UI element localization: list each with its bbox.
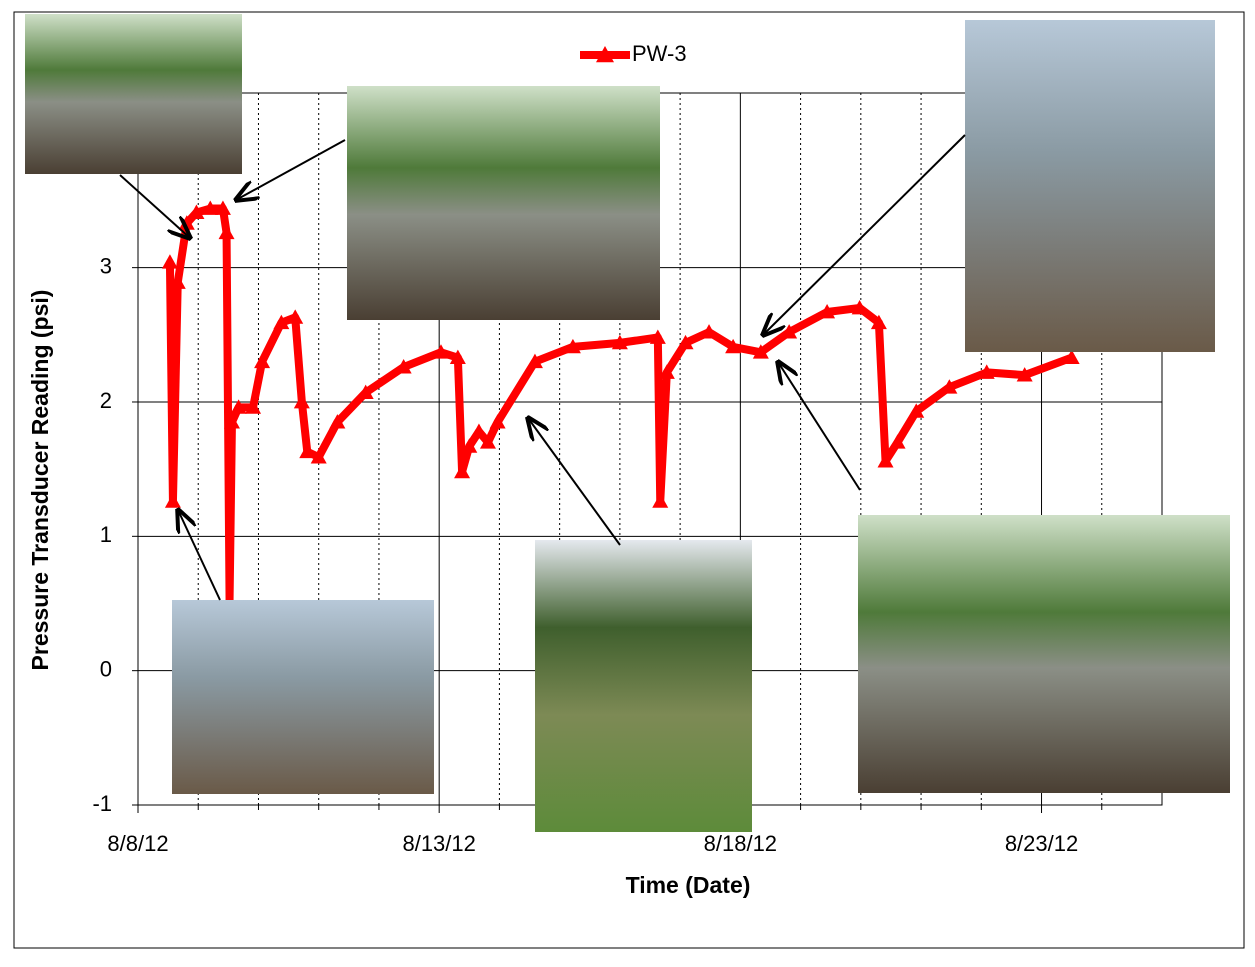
data-point xyxy=(169,274,186,289)
photo xyxy=(965,20,1215,352)
data-point xyxy=(652,493,669,508)
arrow xyxy=(178,510,221,601)
data-point xyxy=(461,438,478,453)
data-point xyxy=(870,314,887,330)
data-point xyxy=(725,338,742,354)
legend-marker xyxy=(596,46,614,63)
photos xyxy=(25,14,1230,832)
data-point xyxy=(395,359,412,374)
data-point xyxy=(851,299,868,315)
data-point xyxy=(188,204,205,219)
data-point xyxy=(454,463,471,479)
y-axis-title: Pressure Transducer Reading (psi) xyxy=(27,290,53,671)
data-point xyxy=(677,334,694,350)
data-point xyxy=(449,349,466,365)
legend: PW-3 xyxy=(580,41,687,66)
data-point xyxy=(470,423,487,438)
data-point xyxy=(310,449,327,464)
y-tick-label: -1 xyxy=(92,791,112,816)
data-point xyxy=(164,493,181,508)
data-point xyxy=(299,443,316,459)
photo xyxy=(25,14,242,174)
arrow xyxy=(778,362,861,491)
data-point xyxy=(479,434,496,449)
y-tick-label: 2 xyxy=(100,388,112,413)
data-point xyxy=(1063,349,1080,365)
photo xyxy=(858,515,1230,793)
data-point xyxy=(230,399,247,414)
data-point xyxy=(649,329,666,344)
data-point xyxy=(701,324,718,339)
data-point xyxy=(273,314,290,330)
x-tick-label: 8/13/12 xyxy=(402,831,475,856)
arrow xyxy=(236,139,346,200)
arrows xyxy=(119,134,966,601)
data-point xyxy=(293,393,310,409)
y-tick-label: 1 xyxy=(100,522,112,547)
data-point xyxy=(223,414,240,429)
data-point xyxy=(357,384,374,399)
x-tick-label: 8/18/12 xyxy=(704,831,777,856)
data-point xyxy=(329,414,346,429)
arrow xyxy=(528,418,621,546)
x-axis-title: Time (Date) xyxy=(626,872,751,898)
data-point xyxy=(489,414,506,429)
data-point xyxy=(658,364,675,379)
data-point xyxy=(978,364,995,379)
data-point xyxy=(202,200,219,215)
y-tick-label: 0 xyxy=(100,656,112,681)
data-point xyxy=(218,224,235,240)
data-point xyxy=(611,334,628,350)
data-point xyxy=(287,309,304,324)
photo xyxy=(172,600,434,794)
data-point xyxy=(214,200,231,215)
data-point xyxy=(245,399,262,414)
data-point xyxy=(161,254,178,269)
data-point xyxy=(908,403,925,418)
data-point xyxy=(432,344,449,359)
x-tick-label: 8/23/12 xyxy=(1005,831,1078,856)
arrow xyxy=(119,174,190,238)
data-point xyxy=(877,453,894,468)
legend-label: PW-3 xyxy=(632,41,687,66)
data-point xyxy=(526,353,543,369)
y-tick-label: 3 xyxy=(100,253,112,278)
axes: -1 0 1 2 3 8/8/12 8/13/12 8/18/12 8/23/12 xyxy=(92,92,1163,856)
arrow xyxy=(763,134,966,335)
chart-frame xyxy=(13,11,1245,949)
data-point xyxy=(752,344,769,359)
data-point xyxy=(254,353,271,369)
data-point xyxy=(889,434,906,449)
data-point xyxy=(819,303,836,319)
data-point xyxy=(1016,367,1033,382)
data-point xyxy=(941,379,958,394)
photo xyxy=(535,540,752,832)
data-point xyxy=(564,338,581,354)
x-tick-label: 8/8/12 xyxy=(107,831,168,856)
photo xyxy=(347,86,660,320)
